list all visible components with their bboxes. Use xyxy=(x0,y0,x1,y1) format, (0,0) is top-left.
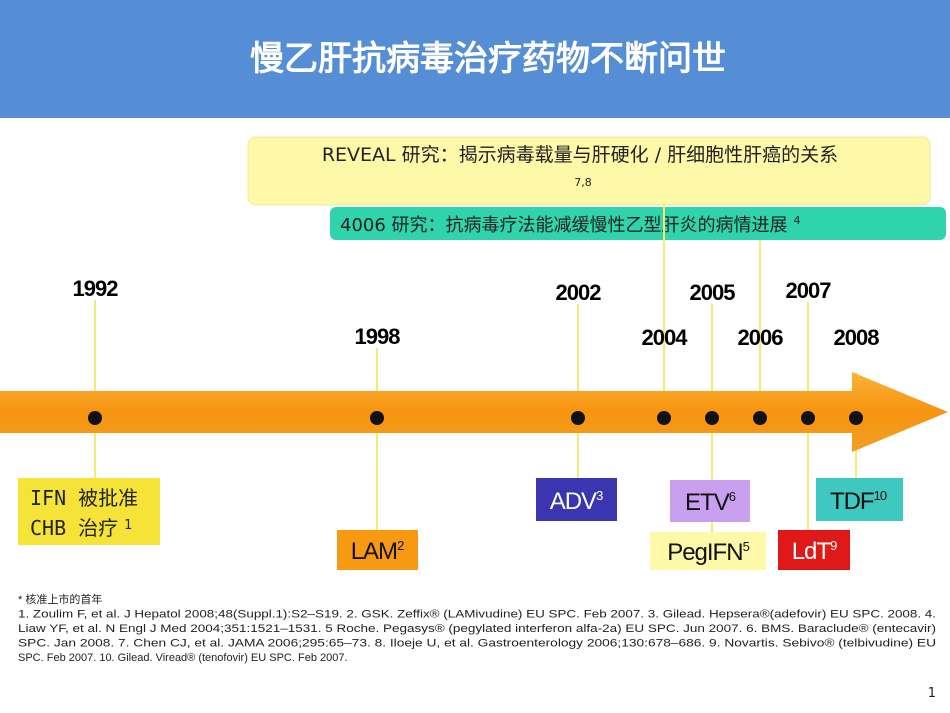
drug-ref: 5 xyxy=(743,539,750,554)
year-dot xyxy=(705,411,719,425)
drug-ref: 3 xyxy=(596,488,603,503)
footnote-line: SPC. Feb 2007. 10. Gilead. Viread® (teno… xyxy=(18,652,348,664)
drug-box xyxy=(778,530,850,570)
year-dot xyxy=(370,411,384,425)
year-label: 2002 xyxy=(556,280,602,305)
drug-label: IFN 被批准 xyxy=(30,486,138,510)
drug-label: CHB 治疗 1 xyxy=(30,516,132,540)
drug-ref: 2 xyxy=(397,538,404,553)
callout-text: REVEAL 研究：揭示病毒载量与肝硬化 / 肝细胞性肝癌的关系 xyxy=(322,144,838,166)
drug-label: LdT9 xyxy=(792,538,837,565)
drug-box xyxy=(536,478,617,521)
footnote-line: 1. Zoulim F, et al. J Hepatol 2008;48(Su… xyxy=(18,609,936,621)
drug-ref: 1 xyxy=(124,518,132,533)
footnote-line: Liaw YF, et al. N Engl J Med 2004;351:15… xyxy=(18,623,936,635)
year-dot xyxy=(571,411,585,425)
drug-ref: 9 xyxy=(830,538,837,553)
drug-label: LAM xyxy=(351,538,397,565)
drug-box xyxy=(337,530,418,570)
callout-text: 4006 研究：抗病毒疗法能减缓慢性乙型肝炎的病情进展 xyxy=(340,215,788,236)
drug-ref: 6 xyxy=(729,489,736,504)
drug-label: LdT xyxy=(792,538,832,565)
year-label: 1998 xyxy=(355,324,401,349)
drug-box xyxy=(18,478,160,545)
year-label: 2005 xyxy=(690,280,736,305)
year-label: 1992 xyxy=(73,276,119,301)
year-dot xyxy=(801,411,815,425)
drug-ref: 10 xyxy=(874,488,887,503)
drug-label: ADV3 xyxy=(550,488,603,515)
drug-box xyxy=(650,532,766,570)
page-number: 1 xyxy=(928,686,936,701)
year-label: 2004 xyxy=(642,325,689,350)
callout-ref: 4 xyxy=(794,214,801,227)
drug-label: PegIFN xyxy=(667,539,742,566)
title: 慢乙肝抗病毒治疗药物不断问世 xyxy=(250,39,726,79)
callout-box xyxy=(247,136,931,206)
year-label: 2007 xyxy=(786,278,832,303)
drug-label: ETV6 xyxy=(685,489,736,516)
drug-box xyxy=(670,480,750,522)
year-dot xyxy=(88,411,102,425)
drug-label: TDF xyxy=(830,488,874,515)
callout-text: 4006 研究：抗病毒疗法能减缓慢性乙型肝炎的病情进展 4 xyxy=(340,214,801,236)
footnote-line: * 核准上市的首年 xyxy=(18,592,102,606)
drug-box xyxy=(816,478,903,521)
year-label: 2006 xyxy=(738,325,784,350)
footnote-line: SPC. Jan 2008. 7. Chen CJ, et al. JAMA 2… xyxy=(18,638,936,650)
callout-ref: 7,8 xyxy=(574,176,592,189)
year-label: 2008 xyxy=(834,325,880,350)
drug-label: LAM2 xyxy=(351,538,404,565)
header-band xyxy=(0,0,950,118)
year-dot xyxy=(753,411,767,425)
year-dot xyxy=(657,411,671,425)
drug-label: PegIFN5 xyxy=(667,539,749,566)
timeline-arrow xyxy=(0,372,948,452)
drug-label: CHB 治疗 xyxy=(30,516,118,540)
drug-label: ADV xyxy=(550,488,597,515)
callout-box xyxy=(330,207,946,240)
drug-label: TDF10 xyxy=(830,488,887,515)
year-dot xyxy=(849,411,863,425)
drug-label: ETV xyxy=(685,489,730,516)
